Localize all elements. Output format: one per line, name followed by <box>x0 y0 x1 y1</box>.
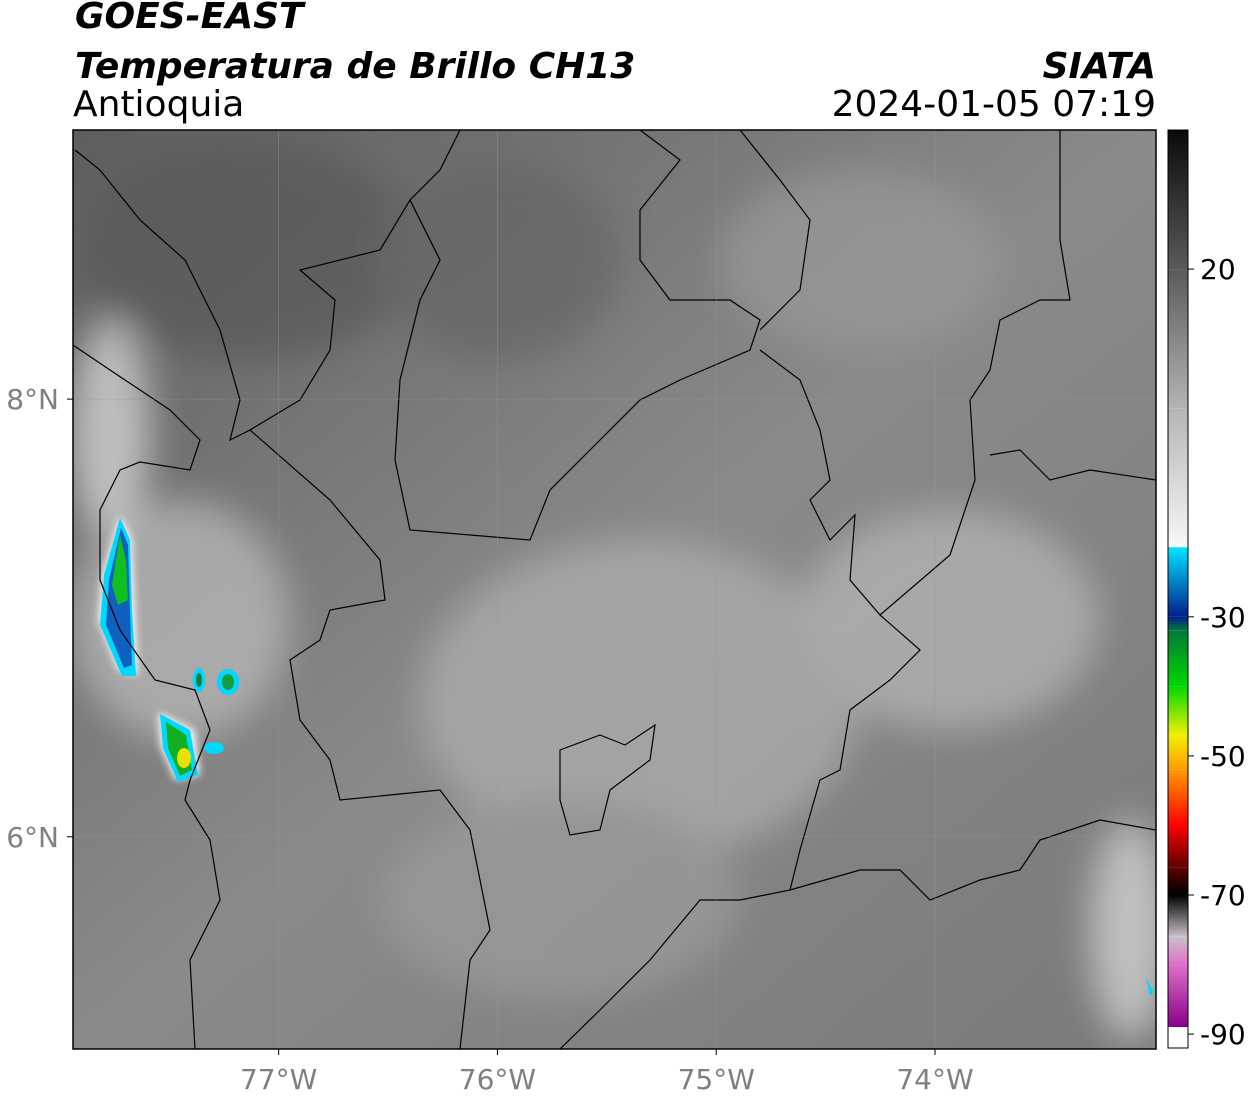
colorbar-segment <box>1168 895 1188 937</box>
colorbar-segment <box>1168 408 1188 548</box>
colorbar-segment <box>1168 269 1188 409</box>
source: SIATA <box>1043 46 1156 87</box>
colorbar-segment <box>1168 825 1188 868</box>
x-tick-label: 75°W <box>678 1063 755 1096</box>
colorbar-segment <box>1168 630 1188 687</box>
colorbar-tick-label: -90 <box>1200 1018 1246 1051</box>
datetime: 2024-01-05 07:19 <box>832 84 1156 125</box>
colorbar-segment <box>1168 936 1188 965</box>
colorbar-tick-label: 20 <box>1200 253 1236 286</box>
colorbar-segment <box>1168 616 1188 631</box>
map-image <box>73 130 1156 1049</box>
colorbar-segment <box>1168 1027 1188 1048</box>
x-tick-label: 76°W <box>459 1063 536 1096</box>
colorbar-segment <box>1168 130 1188 270</box>
y-tick-label: 6°N <box>6 821 59 854</box>
colorbar-tick-label: -30 <box>1200 601 1246 634</box>
x-tick-label: 77°W <box>240 1063 317 1096</box>
title: GOES-EAST <box>75 0 306 37</box>
colorbar-segment <box>1168 547 1188 617</box>
colorbar-frame <box>1167 129 1189 1049</box>
y-tick-label: 8°N <box>6 383 59 416</box>
colorbar-segment <box>1168 686 1188 736</box>
colorbar-tick-label: -70 <box>1200 879 1246 912</box>
subtitle: Temperatura de Brillo CH13 <box>75 46 635 87</box>
colorbar-segment <box>1168 769 1188 826</box>
map-frame <box>72 129 1157 1050</box>
colorbar-segment <box>1168 735 1188 770</box>
region: Antioquia <box>73 84 244 125</box>
x-tick-label: 74°W <box>896 1063 973 1096</box>
colorbar-segment <box>1168 867 1188 895</box>
colorbar-tick-label: -50 <box>1200 740 1246 773</box>
colorbar-segment <box>1168 964 1188 1028</box>
